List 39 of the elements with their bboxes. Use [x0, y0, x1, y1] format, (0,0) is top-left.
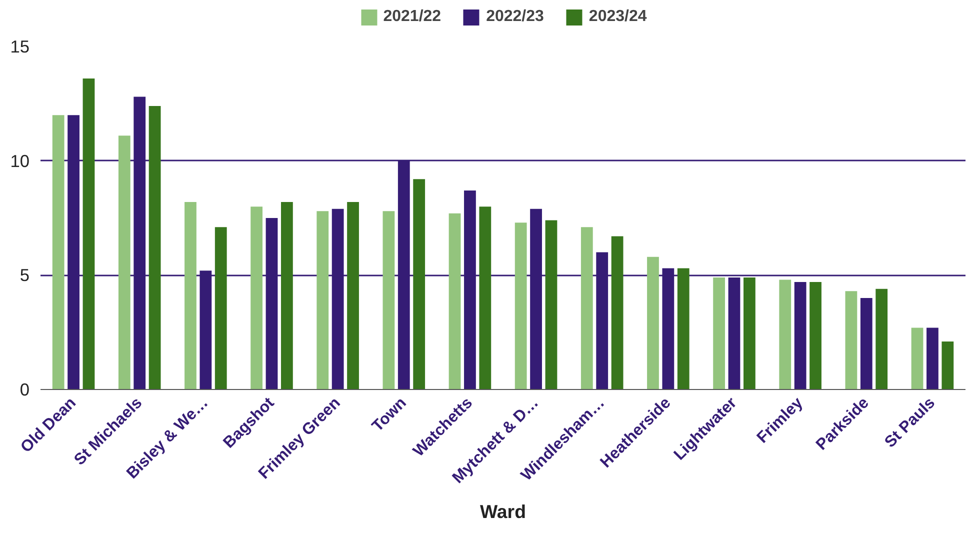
- legend-label: 2022/23: [486, 8, 544, 26]
- bar: [347, 202, 359, 390]
- y-tick-label: 10: [10, 150, 30, 171]
- bar: [794, 282, 806, 390]
- bar: [545, 220, 558, 390]
- bar: [214, 227, 227, 390]
- bar: [514, 222, 527, 390]
- bar: [810, 282, 822, 390]
- bar: [926, 328, 938, 390]
- bar: [876, 288, 888, 390]
- bar: [82, 78, 95, 390]
- bar: [779, 280, 792, 390]
- bar: [713, 277, 725, 390]
- bar: [611, 236, 624, 390]
- bar: [250, 206, 262, 390]
- bar: [52, 115, 64, 390]
- bar: [281, 202, 293, 390]
- bar: [316, 211, 329, 390]
- bar: [118, 136, 130, 390]
- bar: [845, 291, 858, 390]
- bar: [580, 227, 593, 390]
- bar: [860, 298, 872, 390]
- bar: [677, 268, 690, 390]
- legend-label: 2023/24: [588, 8, 647, 26]
- bar: [148, 106, 161, 390]
- legend-label: 2021/22: [383, 8, 442, 26]
- bar: [911, 328, 924, 390]
- y-tick-label: 15: [10, 36, 30, 56]
- bar: [184, 202, 196, 390]
- bar: [942, 341, 954, 390]
- bar: [382, 211, 395, 390]
- bar: [647, 256, 659, 390]
- bar: [479, 206, 492, 390]
- bar: [744, 277, 756, 390]
- y-tick-label: 5: [20, 265, 30, 286]
- y-tick-label: 0: [20, 380, 30, 400]
- x-axis-title: Ward: [480, 500, 526, 522]
- bar: [413, 179, 426, 390]
- bar: [448, 213, 461, 390]
